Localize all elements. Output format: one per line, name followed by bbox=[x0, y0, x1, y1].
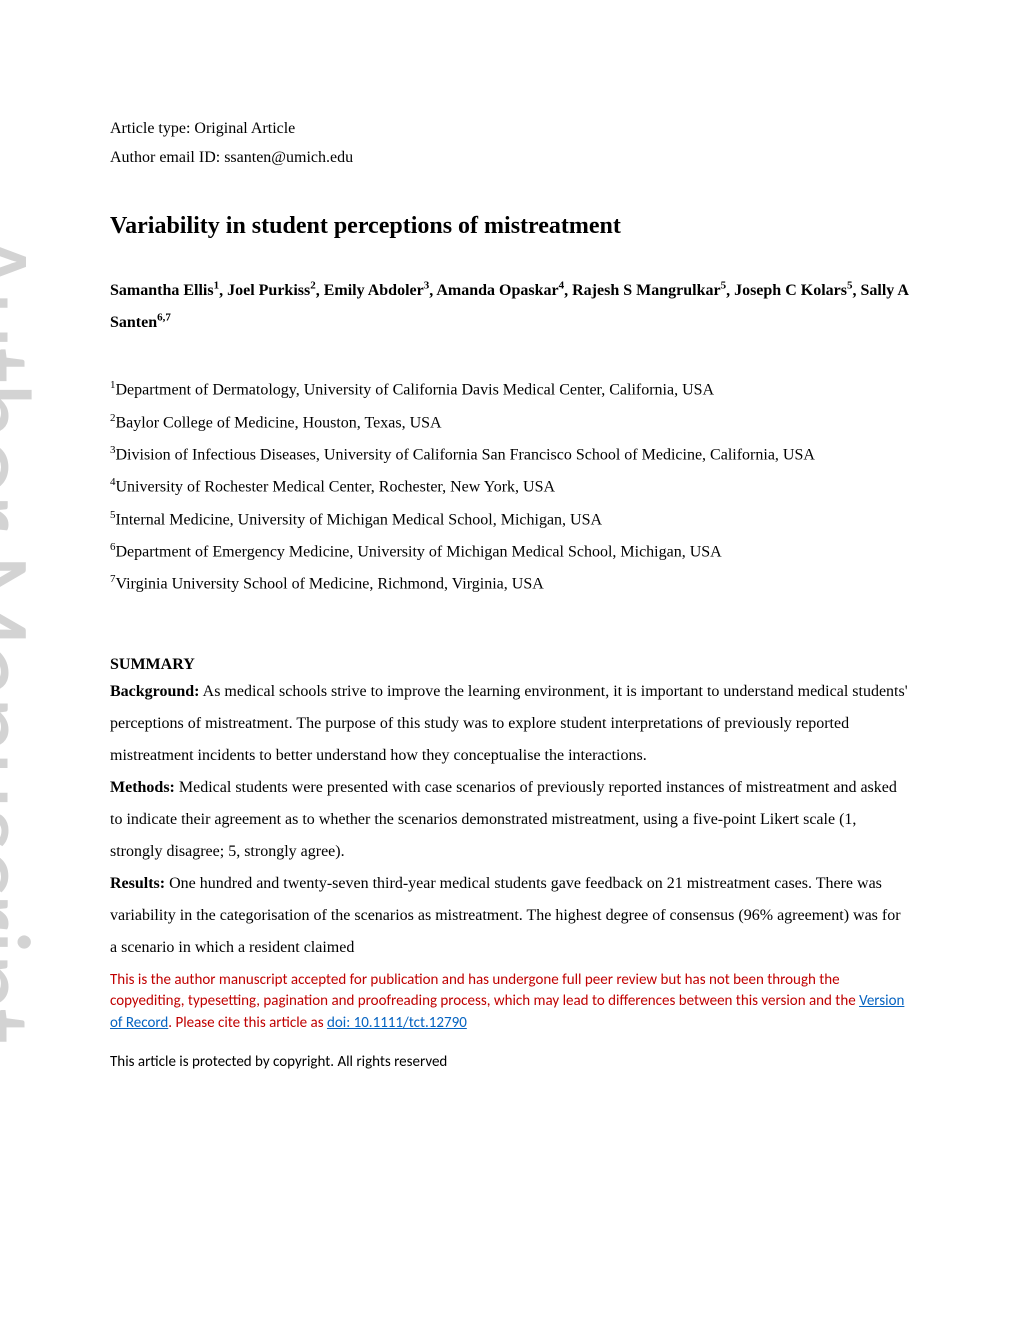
author-sup: 5 bbox=[721, 280, 727, 292]
article-type-value: Original Article bbox=[194, 120, 295, 137]
affiliation: 7Virginia University School of Medicine,… bbox=[110, 568, 910, 600]
author-email-line: Author email ID: ssanten@umich.edu bbox=[110, 144, 910, 173]
author-email-label: Author email ID: bbox=[110, 149, 224, 166]
author-name: Joseph C Kolars bbox=[734, 282, 847, 299]
copyright-notice: This article is protected by copyright. … bbox=[110, 1053, 910, 1071]
author-name: Emily Abdoler bbox=[324, 282, 424, 299]
results-label: Results: bbox=[110, 875, 165, 892]
author-name: Samantha Ellis bbox=[110, 282, 214, 299]
summary-heading: SUMMARY bbox=[110, 656, 910, 674]
affiliation-text: University of Rochester Medical Center, … bbox=[116, 479, 556, 496]
affiliation: 2Baylor College of Medicine, Houston, Te… bbox=[110, 407, 910, 439]
author-name: Amanda Opaskar bbox=[436, 282, 558, 299]
author-sup: 3 bbox=[424, 280, 430, 292]
doi-link[interactable]: doi: 10.1111/tct.12790 bbox=[327, 1014, 467, 1032]
background-text: As medical schools strive to improve the… bbox=[110, 683, 908, 764]
disclaimer: This is the author manuscript accepted f… bbox=[110, 970, 910, 1035]
affiliation-text: Department of Emergency Medicine, Univer… bbox=[116, 543, 722, 560]
author: Joseph C Kolars5 bbox=[734, 282, 852, 299]
summary-body: Background: As medical schools strive to… bbox=[110, 676, 910, 964]
methods-text: Medical students were presented with cas… bbox=[110, 779, 897, 860]
disclaimer-text-middle: . Please cite this article as bbox=[168, 1014, 327, 1032]
affiliation-text: Division of Infectious Diseases, Univers… bbox=[116, 446, 815, 463]
author-sup: 2 bbox=[310, 280, 316, 292]
author: Amanda Opaskar4 bbox=[436, 282, 564, 299]
author-sup: 1 bbox=[214, 280, 220, 292]
article-type-label: Article type: bbox=[110, 120, 194, 137]
results-text: One hundred and twenty-seven third-year … bbox=[110, 875, 901, 956]
author-name: Joel Purkiss bbox=[227, 282, 310, 299]
disclaimer-text-before: This is the author manuscript accepted f… bbox=[110, 971, 859, 1011]
affiliation-text: Department of Dermatology, University of… bbox=[116, 382, 715, 399]
methods-label: Methods: bbox=[110, 779, 175, 796]
author-sup: 5 bbox=[847, 280, 853, 292]
affiliation: 4University of Rochester Medical Center,… bbox=[110, 471, 910, 503]
authors-block: Samantha Ellis1, Joel Purkiss2, Emily Ab… bbox=[110, 275, 910, 340]
watermark: Author Manuscript bbox=[0, 230, 60, 1043]
affiliation: 3Division of Infectious Diseases, Univer… bbox=[110, 439, 910, 471]
author: Emily Abdoler3 bbox=[324, 282, 430, 299]
author: Rajesh S Mangrulkar5 bbox=[572, 282, 726, 299]
article-title: Variability in student perceptions of mi… bbox=[110, 213, 910, 240]
affiliation: 1Department of Dermatology, University o… bbox=[110, 374, 910, 406]
author-sup: 4 bbox=[559, 280, 565, 292]
author: Samantha Ellis1 bbox=[110, 282, 219, 299]
page-content: Article type: Original Article Author em… bbox=[110, 115, 910, 1071]
affiliation-text: Internal Medicine, University of Michiga… bbox=[116, 511, 603, 528]
affiliation: 6Department of Emergency Medicine, Unive… bbox=[110, 536, 910, 568]
author-email-value: ssanten@umich.edu bbox=[224, 149, 353, 166]
affiliation: 5Internal Medicine, University of Michig… bbox=[110, 504, 910, 536]
article-type-line: Article type: Original Article bbox=[110, 115, 910, 144]
author-sup: 6,7 bbox=[157, 312, 171, 324]
author-name: Rajesh S Mangrulkar bbox=[572, 282, 720, 299]
affiliations-block: 1Department of Dermatology, University o… bbox=[110, 374, 910, 600]
affiliation-text: Baylor College of Medicine, Houston, Tex… bbox=[116, 414, 442, 431]
author: Joel Purkiss2 bbox=[227, 282, 316, 299]
affiliation-text: Virginia University School of Medicine, … bbox=[116, 576, 544, 593]
background-label: Background: bbox=[110, 683, 200, 700]
